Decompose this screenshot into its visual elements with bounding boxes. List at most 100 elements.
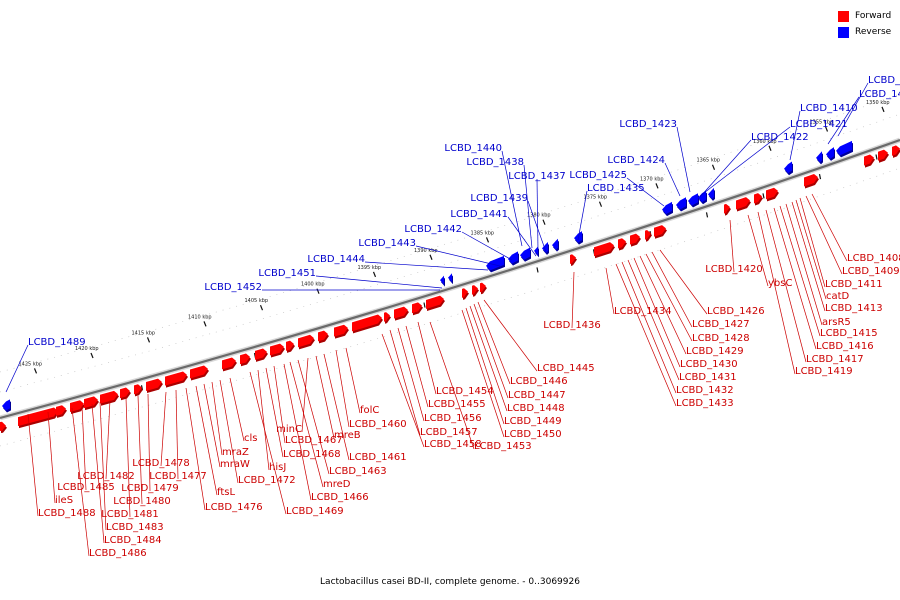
gene-label: LCBD_1447 xyxy=(508,390,566,401)
gene-label: LCBD_1437 xyxy=(508,171,566,182)
gene-label: LCBD_1481 xyxy=(101,509,159,520)
gene-label: LCBD_1419 xyxy=(795,366,853,377)
gene-label: folC xyxy=(360,405,379,416)
leader-line xyxy=(811,193,848,262)
leader-line xyxy=(417,321,437,395)
legend-reverse: Reverse xyxy=(838,24,891,40)
forward-gene-arrow xyxy=(100,390,118,404)
leader-line xyxy=(699,139,752,198)
leader-line xyxy=(747,214,769,287)
tick-mark xyxy=(711,164,716,170)
tick-mark xyxy=(429,254,433,261)
forward-gene-arrow xyxy=(754,193,762,204)
leader-line xyxy=(627,259,680,381)
reverse-gene-arrow xyxy=(440,274,444,285)
leader-line xyxy=(335,349,350,428)
leader-line xyxy=(483,299,538,372)
tick-mark xyxy=(655,183,659,189)
gene-label: LCBD_1420 xyxy=(705,264,763,275)
tick-label: 1380 kbp xyxy=(527,213,551,219)
forward-gene-arrow xyxy=(645,230,651,240)
reverse-gene-arrow xyxy=(676,197,686,210)
tick-mark xyxy=(705,212,709,218)
leader-line xyxy=(527,200,547,253)
forward-gene-arrow xyxy=(286,340,294,351)
forward-gene-arrow xyxy=(84,396,98,409)
leader-line xyxy=(27,413,39,517)
leader-line xyxy=(5,344,29,393)
tick-label: 1425 kbp xyxy=(19,361,43,367)
tick-label: 1355 kbp xyxy=(810,119,834,125)
legend-reverse-label: Reverse xyxy=(855,27,892,37)
leader-line xyxy=(195,385,218,496)
forward-gene-arrow xyxy=(736,197,750,210)
reverse-gene-arrow xyxy=(448,271,452,283)
leader-line xyxy=(805,195,843,275)
reverse-gene-arrow xyxy=(552,238,558,250)
leader-line xyxy=(469,305,508,412)
backbone-line xyxy=(0,138,900,420)
genome-backbone xyxy=(0,93,900,447)
gene-label: LCBD_1424 xyxy=(607,155,665,166)
gene-label: LCBD_1438 xyxy=(466,157,524,168)
gene-label: LCBD_1469 xyxy=(286,506,344,517)
forward-gene-arrow xyxy=(630,233,640,245)
forward-gene-arrow xyxy=(120,387,130,399)
leader-line xyxy=(345,347,361,414)
gene-label: LCBD_1479 xyxy=(121,483,179,494)
gene-label: LCBD_1428 xyxy=(692,333,750,344)
forward-gene-arrow xyxy=(804,174,818,187)
leader-line xyxy=(381,333,425,448)
gene-label: LCBD_1431 xyxy=(679,372,737,383)
gene-label: LCBD_1463 xyxy=(329,466,387,477)
gene-label: hisJ xyxy=(269,462,286,473)
kbp-tick-marks: 1350 kbp 1355 kbp 1360 kbp 1365 kbp 1370 kbp… xyxy=(19,100,890,422)
reverse-gene-arrow xyxy=(2,399,10,411)
leader-line xyxy=(577,190,588,241)
leader-line xyxy=(757,211,796,375)
forward-gene-arrow xyxy=(240,353,250,365)
gene-label: LCBD_1467 xyxy=(285,435,343,446)
tick-mark xyxy=(33,368,38,374)
leader-line xyxy=(605,267,615,315)
tick-mark xyxy=(423,302,426,308)
tick-mark xyxy=(146,337,151,343)
leader-line xyxy=(323,353,350,461)
reverse-gene-arrow xyxy=(784,161,792,174)
gene-label: LCBD_1407 xyxy=(859,89,900,100)
forward-gene-arrow xyxy=(462,288,468,298)
gene-label: mraW xyxy=(220,459,250,470)
reverse-gene-arrow xyxy=(698,190,706,203)
gene-label: LCBD_1449 xyxy=(504,416,562,427)
leader-line xyxy=(837,82,869,137)
forward-gene-arrow xyxy=(190,365,208,379)
forward-gene-arrow xyxy=(724,203,730,214)
leader-line xyxy=(729,219,735,273)
forward-gene-arrow xyxy=(570,254,576,264)
reverse-gene-arrow xyxy=(574,231,582,243)
leader-line xyxy=(71,407,90,557)
gene-label: LCBD_1458 xyxy=(424,439,482,450)
gene-label: LCBD_1409 xyxy=(842,266,900,277)
leader-line xyxy=(461,309,505,438)
reverse-gene-arrow xyxy=(486,255,504,271)
gene-label: LCBD_1461 xyxy=(349,452,407,463)
leader-line xyxy=(315,275,443,289)
tick-mark xyxy=(875,154,878,160)
leader-line xyxy=(405,325,429,408)
gene-label: LCBD_1417 xyxy=(806,354,864,365)
forward-gene-arrow xyxy=(318,330,328,342)
tick-label: 1365 kbp xyxy=(697,158,721,164)
tick-label: 1395 kbp xyxy=(358,265,382,271)
leader-line xyxy=(315,355,335,439)
gene-label: LCBD_1443 xyxy=(358,238,416,249)
forward-gene-arrow xyxy=(864,154,874,166)
leader-line xyxy=(47,411,56,504)
leader-line xyxy=(289,361,324,488)
gene-label: LCBD_1451 xyxy=(258,268,316,279)
genome-caption: Lactobacillus casei BD-II, complete geno… xyxy=(320,577,580,587)
leader-line xyxy=(229,377,245,442)
tick-mark xyxy=(542,219,546,225)
gene-label: LCBD_1460 xyxy=(349,419,407,430)
leader-line xyxy=(501,150,523,247)
